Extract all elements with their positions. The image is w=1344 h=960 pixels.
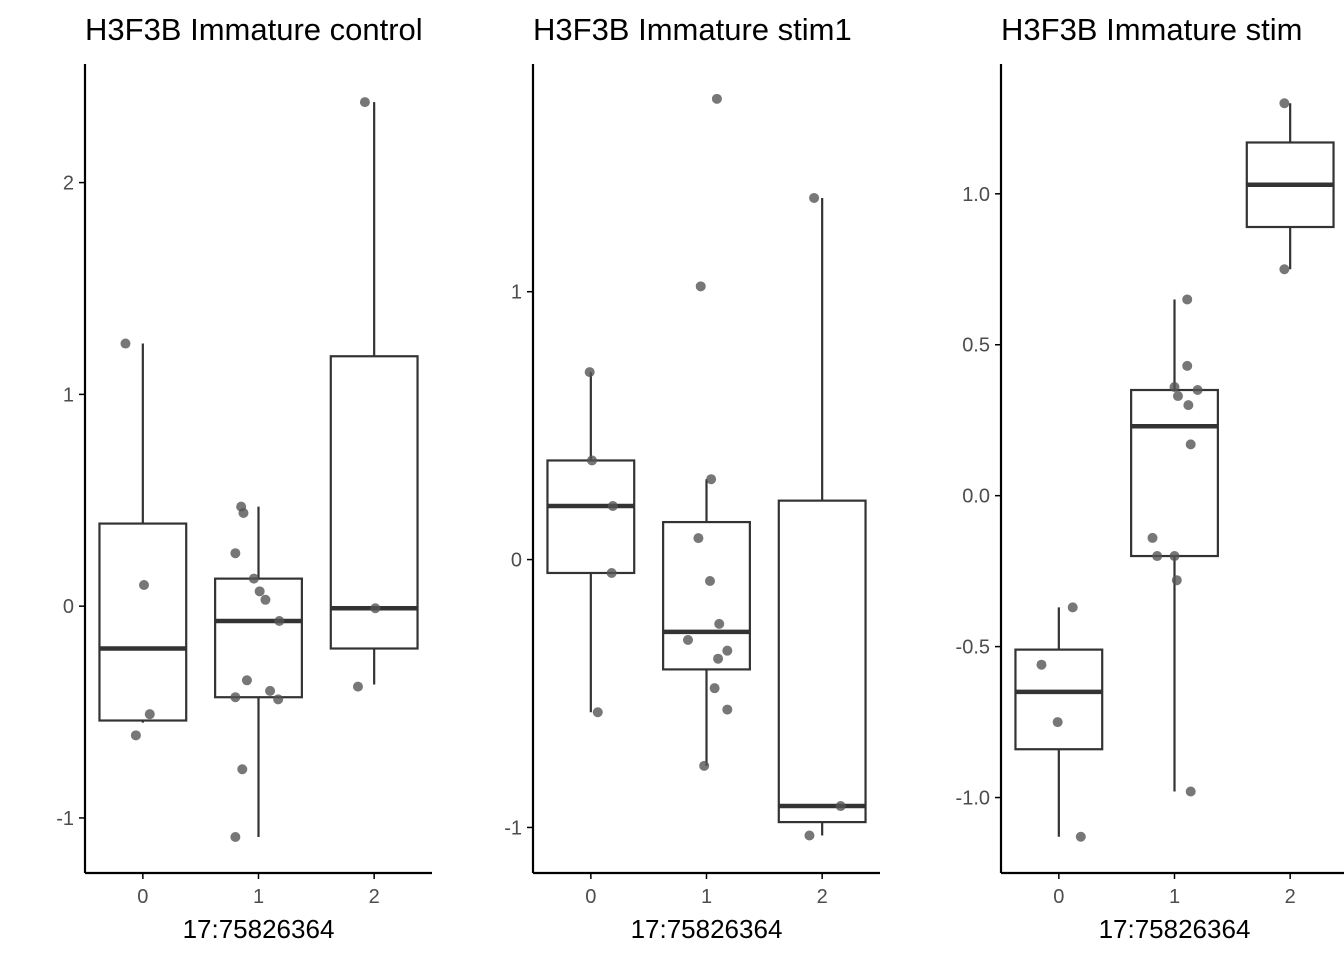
data-point xyxy=(1279,264,1290,275)
data-point xyxy=(682,634,693,645)
panel-0: H3F3B Immature control -1 0 1 2 0 1 2 17:7582636… xyxy=(56,12,432,944)
data-point xyxy=(1182,294,1193,305)
data-point xyxy=(1075,831,1086,842)
data-point xyxy=(1172,391,1183,402)
data-point xyxy=(592,707,603,718)
data-point xyxy=(144,709,155,720)
box-iqr xyxy=(777,499,867,824)
data-point xyxy=(835,801,846,812)
data-point xyxy=(1169,381,1180,392)
data-point xyxy=(352,681,363,692)
data-point xyxy=(138,579,149,590)
x-tick-label: 1 xyxy=(701,886,712,908)
data-point xyxy=(370,603,381,614)
data-point xyxy=(586,455,597,466)
panel-title: H3F3B Immature stim1 xyxy=(533,12,852,47)
data-point xyxy=(241,675,252,686)
data-point xyxy=(120,338,131,349)
y-tick-label: 0 xyxy=(511,550,522,572)
data-point xyxy=(1147,532,1158,543)
data-point xyxy=(584,367,595,378)
y-tick-label: 1 xyxy=(511,282,522,304)
data-point xyxy=(254,586,265,597)
y-tick-label: 0.5 xyxy=(962,335,990,357)
data-point xyxy=(711,93,722,104)
data-point xyxy=(809,192,820,203)
data-point xyxy=(130,730,141,741)
x-tick-label: 2 xyxy=(817,886,828,908)
x-tick-label: 1 xyxy=(1169,886,1180,908)
x-tick-label: 2 xyxy=(1285,886,1296,908)
box-iqr xyxy=(1130,388,1219,558)
y-tick-label: 1 xyxy=(63,384,74,406)
data-point xyxy=(1169,551,1180,562)
data-point xyxy=(1279,98,1290,109)
panel-title: H3F3B Immature control xyxy=(85,12,423,47)
box-iqr xyxy=(98,522,188,722)
data-point xyxy=(1185,786,1196,797)
x-tick-label: 0 xyxy=(1053,886,1064,908)
y-tick-label: -1 xyxy=(56,808,74,830)
data-point xyxy=(693,533,704,544)
box-iqr xyxy=(329,355,419,650)
data-point xyxy=(274,615,285,626)
x-tick-label: 0 xyxy=(137,886,148,908)
data-point xyxy=(704,576,715,587)
data-point xyxy=(607,501,618,512)
data-point xyxy=(1067,602,1078,613)
data-point xyxy=(1183,400,1194,411)
x-axis-title: 17:75826364 xyxy=(183,914,335,944)
data-point xyxy=(359,97,370,108)
panel-2: H3F3B Immature stim -1.0 -0.5 0.0 0.5 1.0 0 1 2 1… xyxy=(956,12,1344,944)
data-point xyxy=(230,831,241,842)
y-tick-label: 0.0 xyxy=(962,486,990,508)
box-iqr xyxy=(546,459,636,575)
box-iqr xyxy=(214,577,303,699)
data-point xyxy=(714,618,725,629)
data-point xyxy=(230,692,241,703)
data-point xyxy=(1052,717,1063,728)
data-point xyxy=(695,281,706,292)
y-tick-label: -0.5 xyxy=(956,637,990,659)
x-tick-label: 1 xyxy=(253,886,264,908)
y-tick-label: 1.0 xyxy=(962,184,990,206)
data-point xyxy=(230,548,241,559)
y-tick-label: -1 xyxy=(504,817,522,839)
data-point xyxy=(1182,360,1193,371)
data-point xyxy=(706,474,717,485)
panel-title: H3F3B Immature stim xyxy=(1001,12,1302,47)
y-tick-label: 2 xyxy=(63,173,74,195)
data-point xyxy=(804,830,815,841)
x-tick-label: 0 xyxy=(585,886,596,908)
data-point xyxy=(713,653,724,664)
data-point xyxy=(265,685,276,696)
data-point xyxy=(1171,575,1182,586)
data-point xyxy=(273,694,284,705)
data-point xyxy=(237,764,248,775)
data-point xyxy=(699,760,710,771)
data-point xyxy=(1185,439,1196,450)
x-axis-title: 17:75826364 xyxy=(631,914,783,944)
data-point xyxy=(1192,385,1203,396)
data-point xyxy=(238,507,249,518)
data-point xyxy=(709,683,720,694)
box-iqr xyxy=(1014,648,1104,751)
x-tick-label: 2 xyxy=(369,886,380,908)
box-iqr xyxy=(662,520,751,671)
y-tick-label: 0 xyxy=(63,596,74,618)
data-point xyxy=(722,645,733,656)
data-point xyxy=(260,594,271,605)
x-axis-title: 17:75826364 xyxy=(1099,914,1251,944)
data-point xyxy=(1036,659,1047,670)
data-point xyxy=(1152,551,1163,562)
data-point xyxy=(248,573,259,584)
data-point xyxy=(722,704,733,715)
y-tick-label: -1.0 xyxy=(956,788,990,810)
panel-1: H3F3B Immature stim1 -1 0 1 0 1 2 17:75826364 xyxy=(504,12,880,944)
data-point xyxy=(606,567,617,578)
